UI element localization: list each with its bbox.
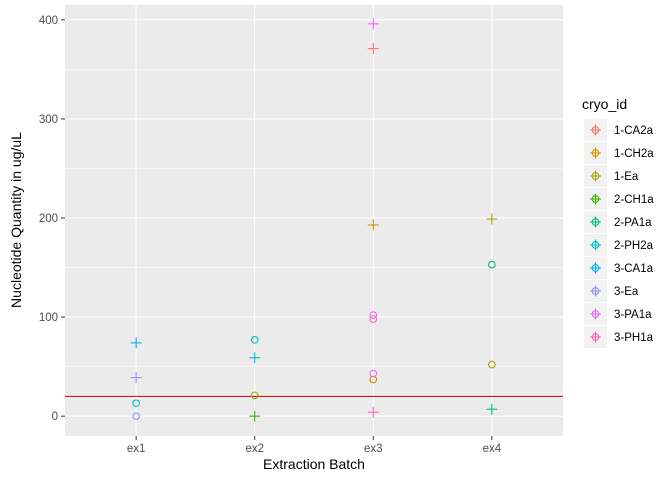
data-point-circle xyxy=(369,369,378,378)
x-tick-label: ex2 xyxy=(245,443,264,455)
legend-item: 2-CH1a xyxy=(584,188,654,210)
x-tick-label: ex1 xyxy=(127,443,146,455)
grid-major xyxy=(65,5,563,436)
legend-label: 2-PA1a xyxy=(614,217,652,229)
y-tick-label: 0 xyxy=(52,411,58,423)
y-tick-label: 100 xyxy=(39,312,58,324)
legend-key-circle xyxy=(591,149,600,157)
legend-item: 3-PH1a xyxy=(584,326,654,348)
y-axis-ticks: 0 100 200 300 400 xyxy=(39,15,65,423)
y-tick-label: 400 xyxy=(39,15,58,27)
y-tick-label: 300 xyxy=(39,114,58,126)
legend-key-circle xyxy=(591,126,600,134)
legend-key-circle xyxy=(591,218,600,226)
legend-title: cryo_id xyxy=(582,96,627,112)
data-point-plus xyxy=(367,18,379,30)
legend-label: 1-CA2a xyxy=(614,125,654,137)
legend-label: 2-CH1a xyxy=(614,194,654,206)
data-point-plus xyxy=(367,43,379,55)
y-axis-title: Nucleotide Quantity in ug/uL xyxy=(8,132,24,308)
legend-item: 1-CH2a xyxy=(584,142,654,164)
data-point-circle xyxy=(488,360,496,369)
data-point-plus xyxy=(486,213,498,225)
legend-label: 3-CA1a xyxy=(614,263,654,275)
legend-key-circle xyxy=(591,287,600,295)
data-point-circle xyxy=(488,260,496,269)
legend: cryo_id 1-CA2a 1-CH2a 1-Ea 2-CH1a 2-PA1a 2-PH… xyxy=(582,96,654,348)
legend-key-circle xyxy=(591,195,600,203)
data-point-plus xyxy=(486,403,498,415)
legend-item: 2-PA1a xyxy=(584,211,652,233)
legend-item: 3-PA1a xyxy=(584,303,652,325)
legend-label: 1-CH2a xyxy=(614,148,654,160)
data-point-plus xyxy=(130,337,142,349)
legend-label: 2-PH2a xyxy=(614,240,654,252)
data-point-circle xyxy=(369,311,378,319)
data-point-circle xyxy=(250,391,259,400)
grid-minor xyxy=(65,69,563,367)
y-tick-label: 200 xyxy=(39,213,58,225)
legend-items: 1-CA2a 1-CH2a 1-Ea 2-CH1a 2-PA1a 2-PH2a 3-CA1a… xyxy=(584,119,654,348)
data-point-circle xyxy=(369,375,378,384)
data-point-plus xyxy=(130,372,142,384)
x-axis-title: Extraction Batch xyxy=(263,456,365,472)
legend-key-circle xyxy=(591,172,600,180)
data-point-plus xyxy=(367,219,379,231)
legend-item: 1-Ea xyxy=(584,165,639,187)
data-point-circle xyxy=(132,399,140,408)
legend-item: 1-CA2a xyxy=(584,119,654,141)
legend-item: 3-CA1a xyxy=(584,257,654,279)
data-points xyxy=(130,18,498,422)
legend-key-circle xyxy=(591,333,600,341)
legend-label: 1-Ea xyxy=(614,171,639,183)
plot-panel xyxy=(65,5,563,436)
legend-label: 3-PH1a xyxy=(614,332,654,344)
data-point-circle xyxy=(250,336,259,344)
x-tick-label: ex4 xyxy=(483,443,502,455)
legend-label: 3-Ea xyxy=(614,286,639,298)
legend-key-circle xyxy=(591,310,600,318)
legend-label: 3-PA1a xyxy=(614,309,652,321)
legend-item: 2-PH2a xyxy=(584,234,654,256)
data-point-plus xyxy=(367,406,379,418)
legend-item: 3-Ea xyxy=(584,280,639,302)
x-axis-ticks: ex1 ex2 ex3 ex4 xyxy=(127,436,502,455)
x-tick-label: ex3 xyxy=(364,443,383,455)
data-point-plus xyxy=(249,410,261,422)
legend-key-circle xyxy=(591,264,600,272)
data-point-circle xyxy=(369,315,378,323)
data-point-plus xyxy=(249,352,261,364)
legend-key-circle xyxy=(591,241,600,249)
data-point-circle xyxy=(132,412,140,421)
